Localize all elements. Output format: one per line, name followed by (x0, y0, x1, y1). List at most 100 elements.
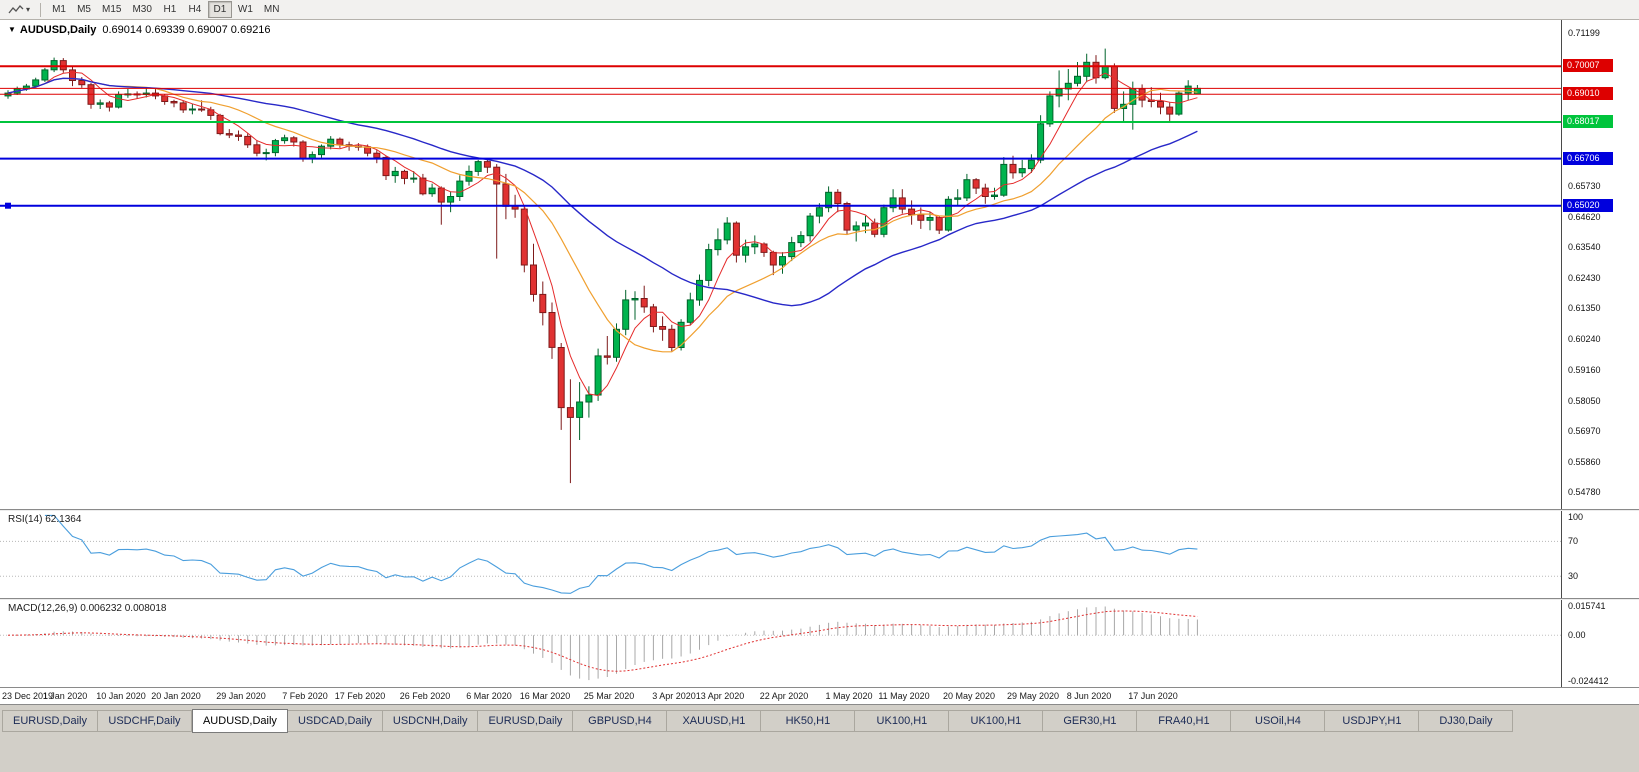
chart-tab-usoil-h4[interactable]: USOil,H4 (1231, 710, 1326, 732)
chart-tab-uk100-h1[interactable]: UK100,H1 (949, 710, 1044, 732)
chart-tabs: EURUSD,Daily USDCHF,Daily AUDUSD,Daily USDC… (2, 709, 1514, 733)
time-label: 20 May 2020 (942, 691, 996, 701)
time-label: 7 Feb 2020 (282, 691, 328, 701)
chart-tab-ger30-h1[interactable]: GER30,H1 (1043, 710, 1138, 732)
timeframe-button-m1[interactable]: M1 (52, 4, 66, 15)
rsi-plot[interactable] (0, 511, 1561, 598)
line-chart-glyph (8, 4, 24, 13)
price-tick: 0.61350 (1568, 303, 1601, 313)
rsi-axis-label: 30 (1568, 571, 1579, 581)
macd-histogram (16, 606, 1198, 681)
time-label: 1 Jan 2020 (42, 691, 88, 701)
price-tick: 0.60240 (1568, 334, 1601, 344)
macd-signal-line (7, 610, 1198, 672)
timeframe-button-d1[interactable]: D1 (207, 1, 232, 18)
timeframe-toolbar: ▾ M1 M5 M15 M30 H1 H4 D1 W1 MN (0, 0, 1639, 20)
time-label: 17 Feb 2020 (334, 691, 386, 701)
chart-tab-usdchf-daily[interactable]: USDCHF,Daily (97, 710, 192, 732)
candles-layer (4, 48, 1201, 484)
price-badge: 0.65020 (1563, 199, 1613, 212)
timeframe-button-mn[interactable]: MN (263, 4, 280, 15)
toolbar-separator (40, 2, 42, 17)
chart-type-icon[interactable]: ▾ (4, 3, 34, 17)
macd-label: MACD(12,26,9) 0.006232 0.008018 (8, 603, 167, 614)
price-badge: 0.66706 (1563, 152, 1613, 165)
timeframe-button-h4[interactable]: H4 (188, 4, 202, 15)
moving-averages-layer (7, 71, 1198, 397)
macd-axis-label: 0.015741 (1568, 601, 1606, 611)
tab-bar-area: EURUSD,Daily USDCHF,Daily AUDUSD,Daily USDC… (0, 704, 1639, 772)
time-label: 17 Jun 2020 (1128, 691, 1178, 701)
chart-tab-usdjpy-h1[interactable]: USDJPY,H1 (1325, 710, 1420, 732)
pane-divider[interactable] (0, 598, 1639, 600)
timeframe-button-m15[interactable]: M15 (102, 4, 122, 15)
chart-ohlc-values: 0.69014 0.69339 0.69007 0.69216 (102, 24, 271, 36)
time-label: 26 Feb 2020 (399, 691, 451, 701)
time-label: 20 Jan 2020 (151, 691, 201, 701)
rsi-axis-label: 70 (1568, 536, 1579, 546)
price-tick: 0.54780 (1568, 487, 1601, 497)
collapse-triangle-icon: ▼ (8, 25, 16, 34)
rsi-line (44, 514, 1198, 594)
time-label: 11 May 2020 (878, 691, 930, 701)
price-tick: 0.62430 (1568, 273, 1601, 283)
time-label: 25 Mar 2020 (583, 691, 635, 701)
time-label: 10 Jan 2020 (96, 691, 146, 701)
time-label: 29 May 2020 (1006, 691, 1060, 701)
timeframe-buttons: M1 M5 M15 M30 H1 H4 D1 W1 MN (47, 1, 284, 18)
price-badge: 0.69010 (1563, 87, 1613, 100)
price-tick: 0.63540 (1568, 242, 1601, 252)
time-label: 29 Jan 2020 (216, 691, 266, 701)
price-tick: 0.71199 (1568, 28, 1600, 38)
chart-tab-audusd-daily[interactable]: AUDUSD,Daily (191, 709, 288, 733)
time-label: 22 Apr 2020 (759, 691, 809, 701)
macd-plot[interactable] (0, 600, 1561, 687)
chart-tab-hk50-h1[interactable]: HK50,H1 (761, 710, 856, 732)
timeframe-button-m5[interactable]: M5 (77, 4, 91, 15)
timeframe-button-h1[interactable]: H1 (163, 4, 177, 15)
chart-symbol-period: AUDUSD,Daily (19, 24, 97, 36)
chart-tab-gbpusd-h4[interactable]: GBPUSD,H4 (573, 710, 668, 732)
time-axis[interactable]: 23 Dec 2019 1 Jan 2020 10 Jan 2020 20 Jan 2… (0, 687, 1639, 704)
macd-pane: MACD(12,26,9) 0.006232 0.008018 0.015741… (0, 600, 1639, 687)
chart-tab-usdcnh-daily[interactable]: USDCNH,Daily (382, 710, 479, 732)
chart-tab-xauusd-h1[interactable]: XAUUSD,H1 (667, 710, 762, 732)
timeframe-button-w1[interactable]: W1 (237, 4, 253, 15)
time-label: 3 Apr 2020 (652, 691, 696, 701)
hlines-layer (0, 65, 1561, 209)
price-tick: 0.65730 (1568, 181, 1601, 191)
rsi-axis-label: 100 (1568, 512, 1584, 522)
pane-divider[interactable] (0, 509, 1639, 511)
price-tick: 0.64620 (1568, 212, 1601, 222)
rsi-pane: RSI(14) 62.1364 100 70 30 (0, 511, 1639, 598)
price-tick: 0.59160 (1568, 365, 1601, 375)
chart-title: ▼ AUDUSD,Daily 0.69014 0.69339 0.69007 0.6… (8, 24, 271, 36)
chart-tab-dj30-daily[interactable]: DJ30,Daily (1419, 710, 1514, 732)
chart-tab-usdcad-daily[interactable]: USDCAD,Daily (287, 710, 383, 732)
price-tick: 0.58050 (1568, 396, 1601, 406)
chevron-down-icon: ▾ (26, 4, 31, 14)
macd-axis-label: 0.00 (1568, 630, 1586, 640)
timeframe-button-m30[interactable]: M30 (132, 4, 152, 15)
macd-axis[interactable]: 0.015741 0.00 -0.024412 (1561, 600, 1639, 687)
time-label: 8 Jun 2020 (1066, 691, 1112, 701)
chart-tab-eurusd-daily[interactable]: EURUSD,Daily (478, 710, 574, 732)
chart-tab-fra40-h1[interactable]: FRA40,H1 (1137, 710, 1232, 732)
time-label: 1 May 2020 (825, 691, 873, 701)
time-label: 6 Mar 2020 (466, 691, 512, 701)
rsi-axis[interactable]: 100 70 30 (1561, 511, 1639, 598)
line-anchor-marker (5, 202, 11, 209)
price-tick: 0.55860 (1568, 457, 1601, 467)
time-label: 16 Mar 2020 (519, 691, 571, 701)
chart-tab-uk100-h1[interactable]: UK100,H1 (855, 710, 950, 732)
price-badge: 0.68017 (1563, 115, 1613, 128)
macd-axis-label: -0.024412 (1568, 676, 1609, 686)
time-label: 23 Dec 2019 (2, 691, 54, 701)
chart-tab-eurusd-daily[interactable]: EURUSD,Daily (2, 710, 98, 732)
rsi-label: RSI(14) 62.1364 (8, 514, 82, 525)
price-tick: 0.56970 (1568, 426, 1601, 436)
main-chart-pane: ▼ AUDUSD,Daily 0.69014 0.69339 0.69007 0.6… (0, 20, 1639, 509)
price-chart-plot[interactable] (0, 20, 1561, 509)
price-axis[interactable]: 0.71199 0.65730 0.64620 0.63540 0.62430 0.613… (1561, 20, 1639, 509)
